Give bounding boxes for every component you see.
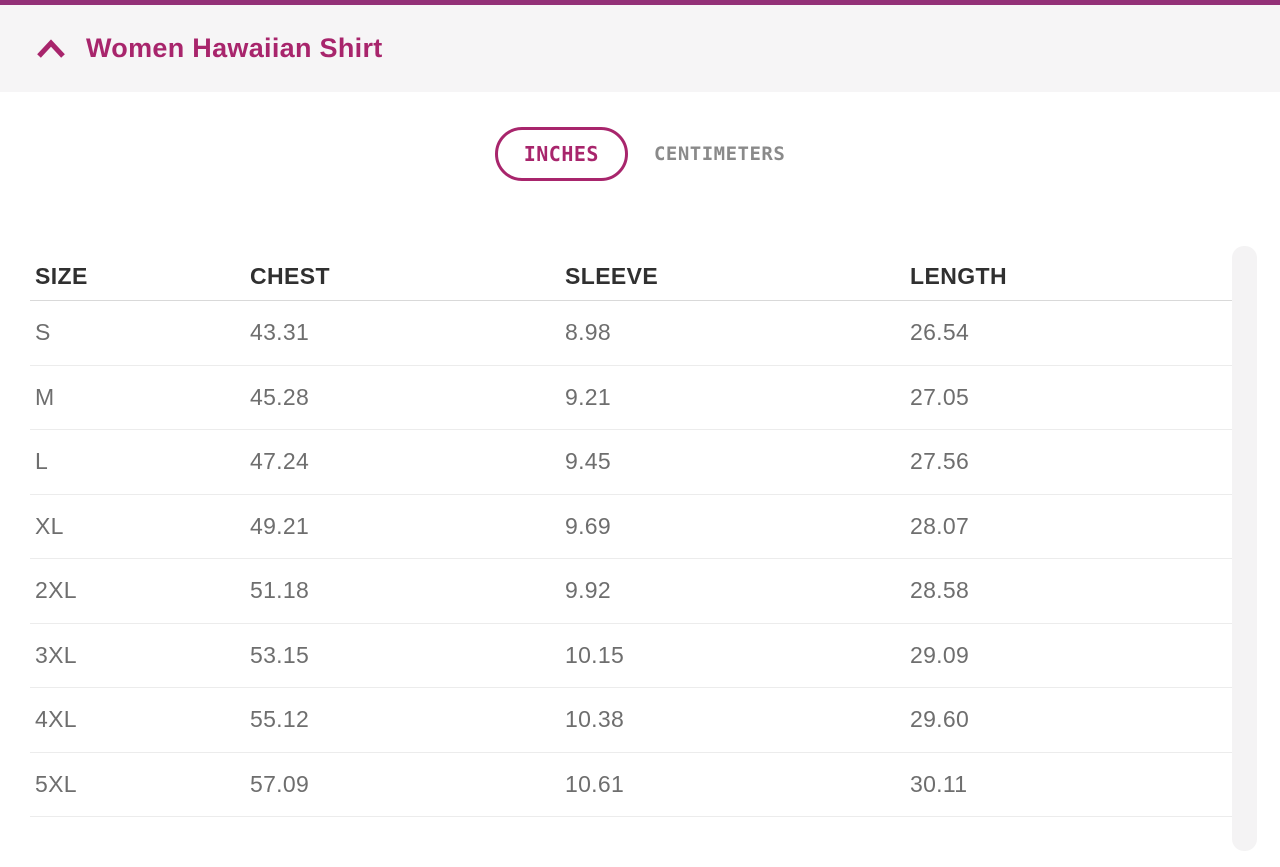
table-header-row: SIZE CHEST SLEEVE LENGTH: [30, 253, 1232, 301]
cell-length: 29.09: [910, 641, 970, 668]
table-row: 4XL 55.12 10.38 29.60: [30, 688, 1232, 753]
cell-chest: 53.15: [250, 641, 310, 668]
cell-length: 27.05: [910, 383, 970, 410]
table-row: 3XL 53.15 10.15 29.09: [30, 624, 1232, 688]
cell-sleeve: 10.61: [565, 770, 625, 797]
cell-size: L: [35, 448, 49, 475]
cell-size: XL: [35, 512, 64, 539]
cell-length: 26.54: [910, 319, 970, 346]
chevron-up-icon[interactable]: [36, 38, 66, 60]
size-chart-section-header[interactable]: Women Hawaiian Shirt: [0, 5, 1280, 92]
cell-sleeve: 10.38: [565, 706, 625, 733]
cell-chest: 45.28: [250, 383, 310, 410]
cell-size: 2XL: [35, 577, 77, 604]
cell-chest: 47.24: [250, 448, 310, 475]
page-title: Women Hawaiian Shirt: [86, 33, 383, 63]
cell-sleeve: 9.69: [565, 512, 611, 539]
table-row: 5XL 57.09 10.61 30.11: [30, 753, 1232, 817]
size-chart: SIZE CHEST SLEEVE LENGTH S 43.31 8.98 26…: [0, 246, 1280, 851]
table-row: S 43.31 8.98 26.54: [30, 301, 1232, 366]
cell-chest: 51.18: [250, 577, 310, 604]
column-header-sleeve: SLEEVE: [565, 263, 659, 289]
size-chart-table: SIZE CHEST SLEEVE LENGTH S 43.31 8.98 26…: [30, 253, 1232, 817]
vertical-scrollbar[interactable]: [1232, 246, 1257, 851]
cell-size: 4XL: [35, 706, 77, 733]
cell-sleeve: 9.45: [565, 448, 611, 475]
cell-sleeve: 10.15: [565, 641, 625, 668]
unit-option-inches[interactable]: INCHES: [494, 127, 628, 181]
table-row: L 47.24 9.45 27.56: [30, 430, 1232, 495]
table-row: 2XL 51.18 9.92 28.58: [30, 559, 1232, 624]
table-row: M 45.28 9.21 27.05: [30, 366, 1232, 430]
cell-length: 29.60: [910, 706, 970, 733]
unit-option-centimeters[interactable]: CENTIMETERS: [653, 143, 786, 165]
cell-length: 28.58: [910, 577, 970, 604]
cell-size: M: [35, 383, 55, 410]
column-header-size: SIZE: [35, 263, 88, 289]
cell-length: 27.56: [910, 448, 970, 475]
cell-sleeve: 9.92: [565, 577, 611, 604]
cell-sleeve: 9.21: [565, 383, 611, 410]
cell-size: 3XL: [35, 641, 77, 668]
cell-size: 5XL: [35, 770, 77, 797]
cell-chest: 49.21: [250, 512, 310, 539]
unit-toggle: INCHES CENTIMETERS: [0, 126, 1280, 182]
top-accent-bar: [0, 0, 1280, 5]
column-header-chest: CHEST: [250, 263, 330, 289]
column-header-length: LENGTH: [910, 263, 1007, 289]
cell-chest: 57.09: [250, 770, 310, 797]
cell-chest: 43.31: [250, 319, 310, 346]
cell-sleeve: 8.98: [565, 319, 611, 346]
cell-chest: 55.12: [250, 706, 310, 733]
table-row: XL 49.21 9.69 28.07: [30, 495, 1232, 559]
cell-length: 30.11: [910, 770, 968, 797]
cell-size: S: [35, 319, 51, 346]
cell-length: 28.07: [910, 512, 970, 539]
